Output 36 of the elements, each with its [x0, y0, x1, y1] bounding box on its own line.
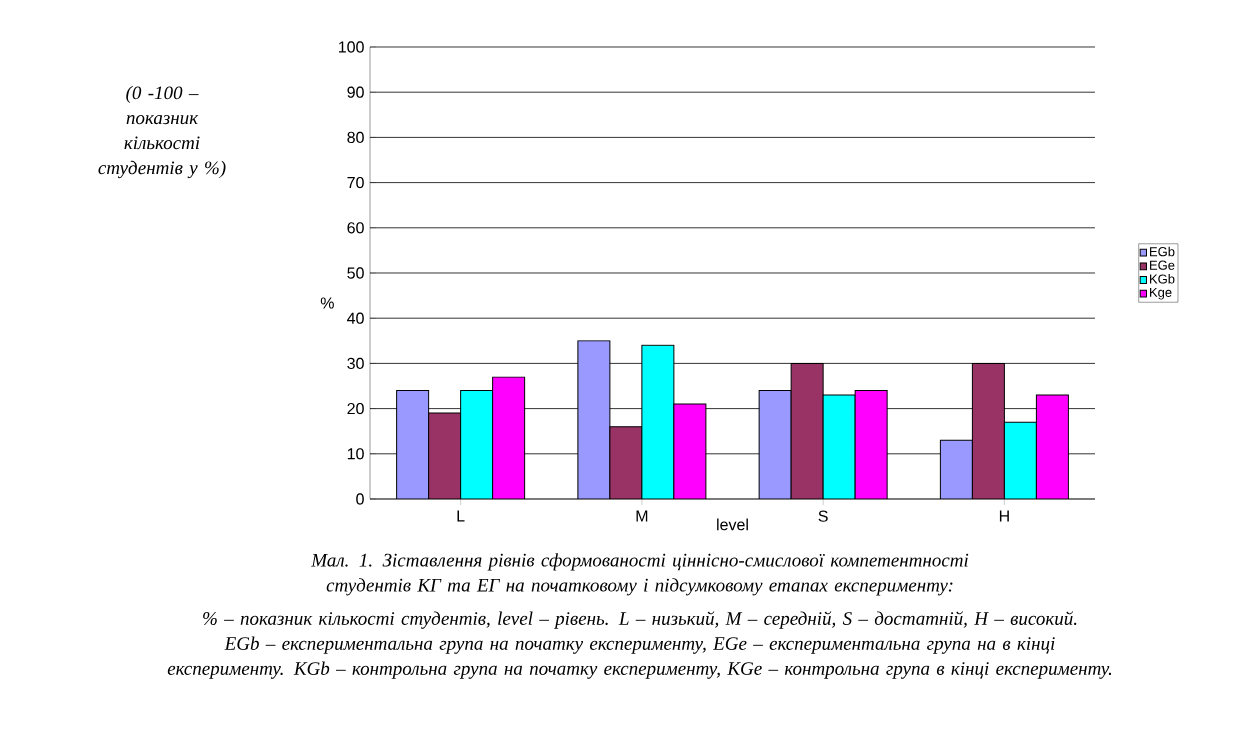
x-axis-title: level	[717, 518, 748, 531]
bar	[577, 340, 611, 499]
x-tick-label: M	[636, 510, 648, 522]
y-axis-title: %	[320, 297, 334, 309]
y-tick-label: 20	[347, 402, 364, 415]
x-tick-label: S	[818, 510, 828, 522]
x-tick-label: H	[999, 510, 1009, 522]
y-tick-label: 30	[347, 357, 364, 370]
bar	[822, 394, 856, 499]
bar	[428, 412, 462, 499]
bar	[939, 439, 973, 499]
bar	[609, 426, 643, 499]
y-tick-label: 10	[347, 448, 364, 460]
y-tick-label: 0	[356, 493, 364, 505]
y-tick-label: 50	[347, 267, 364, 279]
legend-label: KGb	[1150, 274, 1175, 284]
legend-label: EGb	[1150, 246, 1175, 257]
bar	[758, 390, 792, 499]
y-tick-label: 100	[339, 41, 364, 53]
text: Мал. 1. Зіставлення рівнів сформованості ціннісно-смислової компетентності студентів КГ та ЕГ на початковому і підсумковому етапах експерименту:	[311, 553, 969, 596]
y-tick-label: 90	[347, 86, 364, 98]
text: % – показник кількості студентів, level – рівень. L – низький, M – середній, S – достатній, H – високий. EGb – експериментальна група на початку експерименту, EGe – експериментальна група на в кінці експерименту. KGb – контрольна група на початку експерименту, KGe – контрольна група в кінці експерименту.	[167, 611, 1112, 679]
bar	[790, 362, 824, 499]
legend-label: Kge	[1150, 287, 1172, 300]
bar	[641, 344, 675, 499]
legend-label: EGe	[1150, 260, 1175, 270]
bar	[971, 362, 1005, 499]
y-tick-label: 70	[347, 176, 364, 189]
text: (0 -100 – показник кількості студентів у %)	[98, 85, 226, 179]
y-tick-label: 40	[347, 312, 364, 324]
bar	[1003, 421, 1037, 499]
y-tick-label: 60	[347, 222, 364, 234]
x-tick-label: L	[457, 510, 465, 522]
bar	[460, 390, 494, 499]
y-tick-label: 80	[347, 131, 364, 144]
bar	[396, 390, 430, 499]
